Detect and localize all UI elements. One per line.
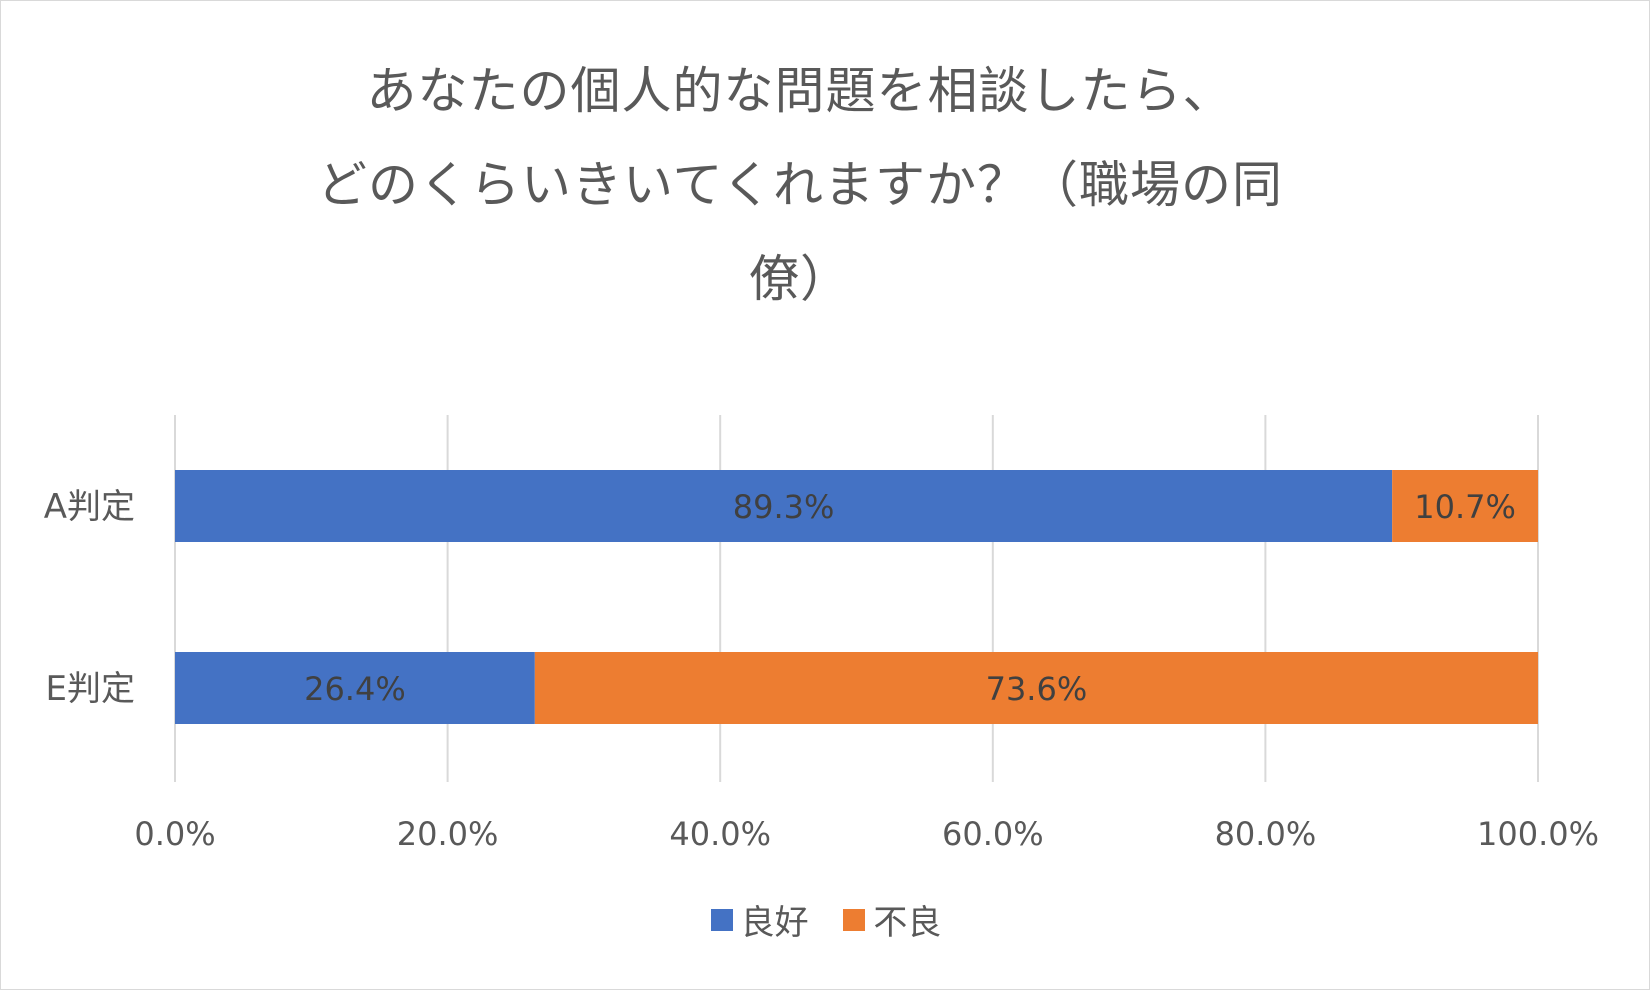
x-tick-label-3: 60.0% (942, 815, 1044, 853)
x-tick-label-4: 80.0% (1215, 815, 1317, 853)
category-label-1: E判定 (46, 669, 135, 709)
legend-label-bad: 不良 (873, 903, 942, 943)
legend-item-bad: 不良 (843, 895, 941, 944)
x-tick-label-2: 40.0% (669, 815, 771, 853)
chart-legend: 良好 不良 (0, 895, 1652, 944)
data-label-0-0: 89.3% (733, 488, 835, 526)
legend-label-good: 良好 (740, 903, 809, 943)
data-label-1-0: 10.7% (1414, 488, 1516, 526)
chart-title-line-3: 僚） (749, 250, 851, 308)
category-label-0: A判定 (44, 487, 135, 527)
x-tick-label-5: 100.0% (1477, 815, 1599, 853)
x-tick-label-0: 0.0% (134, 815, 215, 853)
legend-swatch-good (710, 908, 733, 931)
x-tick-label-1: 20.0% (397, 815, 499, 853)
bar-0-1 (175, 652, 535, 724)
data-label-1-1: 73.6% (986, 670, 1088, 708)
chart-title-line-1: あなたの個人的な問題を相談したら、 (366, 62, 1234, 120)
legend-item-good: 良好 (710, 895, 809, 944)
data-label-0-1: 26.4% (304, 670, 406, 708)
bar-0-0 (175, 470, 1393, 542)
bar-1-0 (1392, 470, 1538, 542)
chart-title: あなたの個人的な問題を相談したら、 どのくらいきいてくれますか？（職場の同 僚） (200, 44, 1400, 326)
chart-title-line-2: どのくらいきいてくれますか？（職場の同 (317, 156, 1283, 214)
legend-swatch-bad (843, 908, 866, 931)
bar-1-1 (534, 652, 1538, 724)
